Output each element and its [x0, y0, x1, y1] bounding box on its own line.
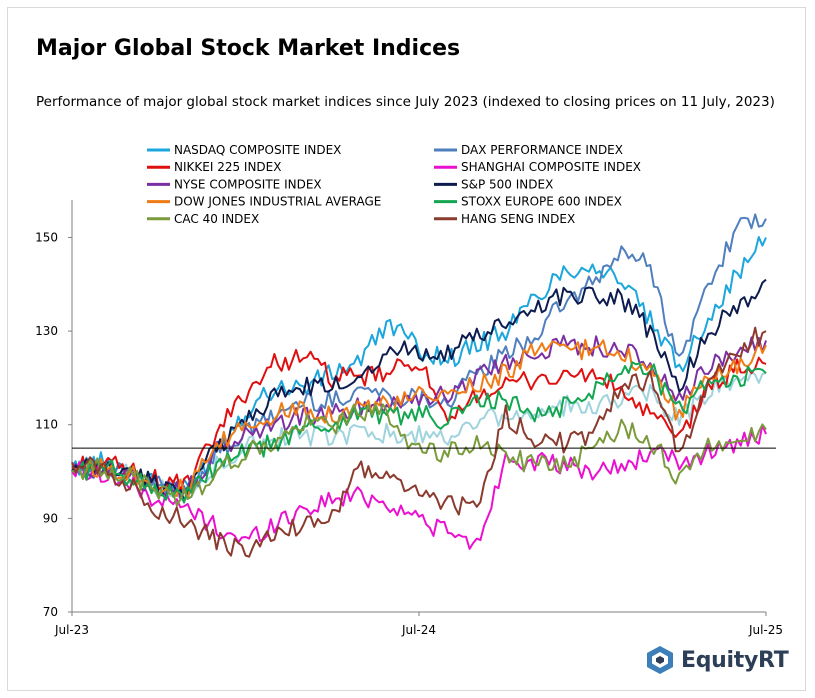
legend-label: SHANGHAI COMPOSITE INDEX: [461, 160, 641, 174]
series-line: [71, 424, 767, 550]
y-tick-label: 90: [43, 511, 58, 525]
legend-label: HANG SENG INDEX: [461, 212, 575, 226]
legend-label: DOW JONES INDUSTRIAL AVERAGE: [174, 195, 381, 209]
legend-label: CAC 40 INDEX: [174, 212, 259, 226]
series-line: [71, 278, 767, 502]
equityrt-logo-icon: [647, 646, 673, 674]
legend-label: DAX PERFORMANCE INDEX: [461, 143, 623, 157]
chart-subtitle: Performance of major global stock market…: [36, 94, 775, 110]
x-tick-label: Jul-23: [54, 623, 89, 637]
y-tick-label: 70: [43, 605, 58, 619]
y-tick-label: 150: [35, 230, 58, 244]
brand-name: EquityRT: [681, 647, 789, 673]
brand: EquityRT: [645, 645, 789, 675]
x-tick-label: Jul-24: [401, 623, 436, 637]
legend-label: NYSE COMPOSITE INDEX: [174, 177, 322, 191]
series-line: [71, 326, 767, 558]
legend-label: NASDAQ COMPOSITE INDEX: [174, 143, 341, 157]
legend-label: STOXX EUROPE 600 INDEX: [461, 195, 622, 209]
series-line: [71, 338, 767, 499]
chart-title: Major Global Stock Market Indices: [36, 36, 461, 61]
x-tick-label: Jul-25: [748, 623, 783, 637]
y-tick-label: 110: [35, 418, 58, 432]
legend-label: S&P 500 INDEX: [461, 177, 553, 191]
legend-label: NIKKEI 225 INDEX: [174, 160, 281, 174]
y-tick-label: 130: [35, 324, 58, 338]
series-line: [71, 348, 767, 493]
